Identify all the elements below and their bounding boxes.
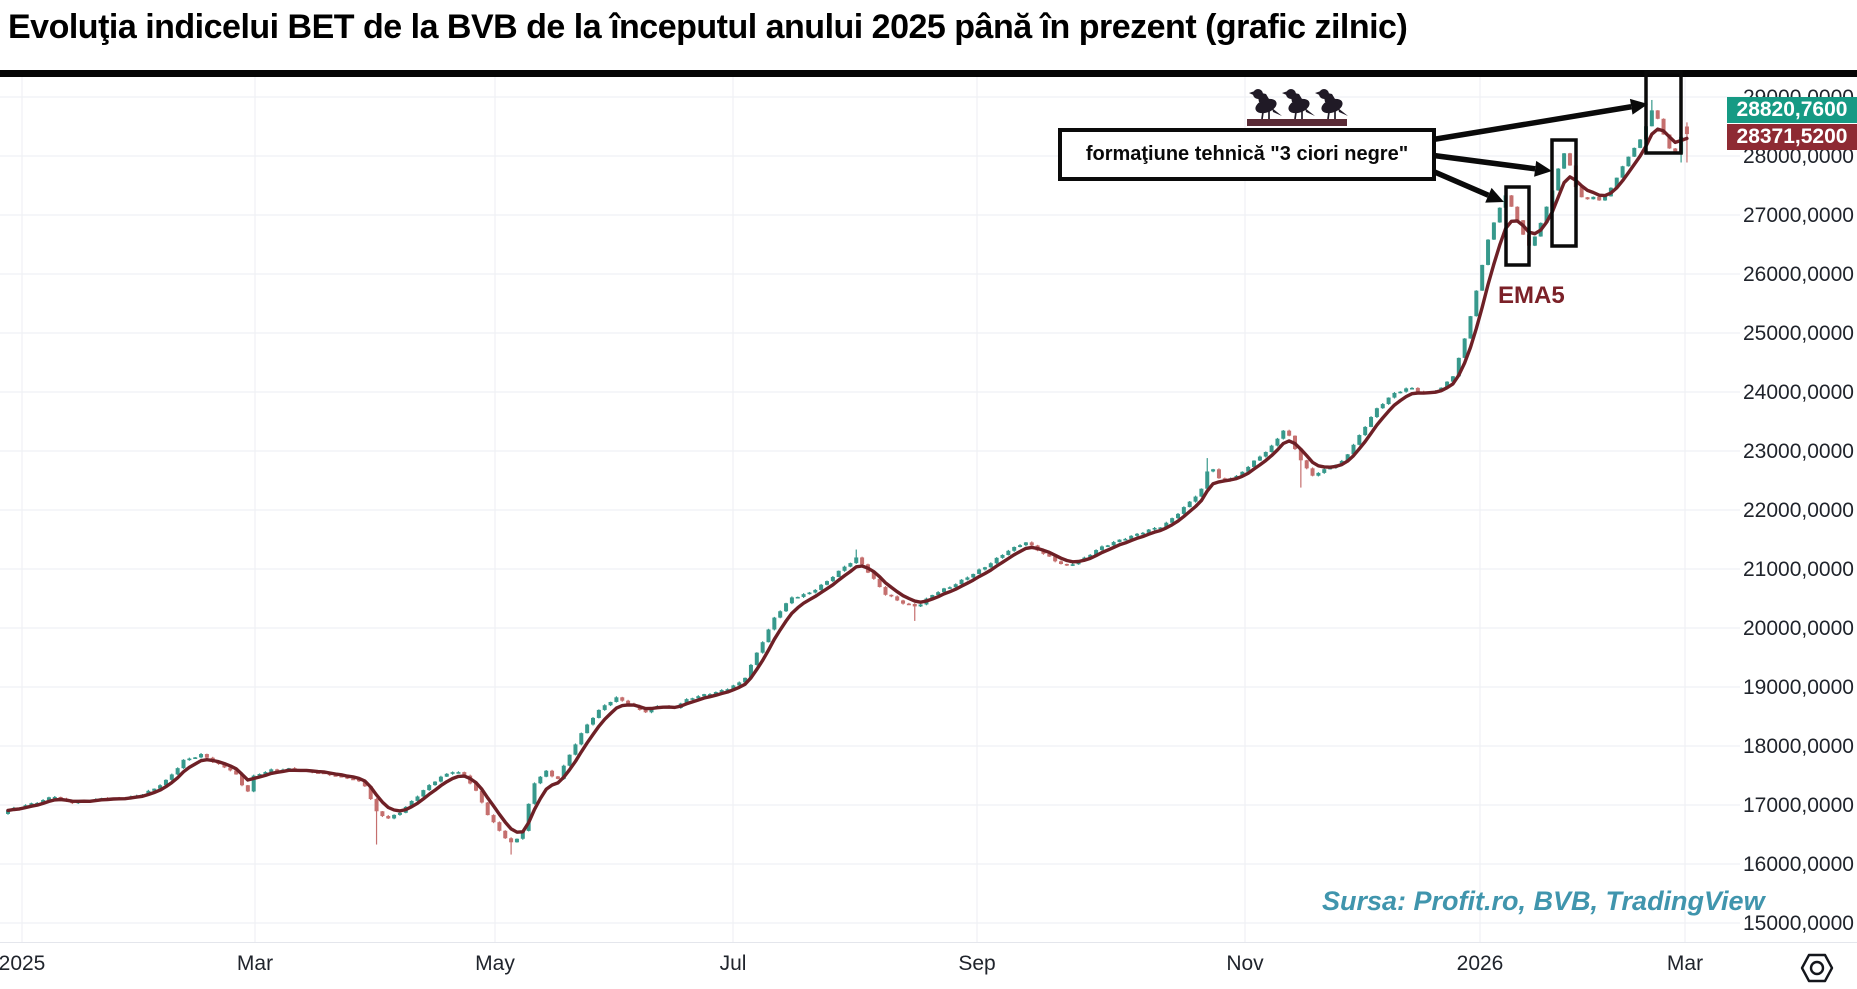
price-axis-label: 26000,0000 <box>1743 263 1854 286</box>
time-axis-label: Mar <box>1666 952 1704 975</box>
three-black-crows-annotation: formaţiune tehnică "3 ciori negre" <box>1058 128 1436 181</box>
price-axis-label: 15000,0000 <box>1743 912 1854 935</box>
last-value-label-high: 28820,7600 <box>1727 97 1857 123</box>
time-axis-label: Sep <box>958 952 996 975</box>
price-axis-label: 16000,0000 <box>1743 853 1854 876</box>
time-axis-divider <box>0 942 1857 943</box>
price-axis-label: 27000,0000 <box>1743 204 1854 227</box>
price-axis-label: 18000,0000 <box>1743 735 1854 758</box>
annotation-text: formaţiune tehnică "3 ciori negre" <box>1085 143 1409 165</box>
price-axis-label: 20000,0000 <box>1743 617 1854 640</box>
price-axis-label: 17000,0000 <box>1743 794 1854 817</box>
ema5-label: EMA5 <box>1498 282 1565 309</box>
time-axis-label: Jul <box>719 952 747 975</box>
time-axis-label: May <box>475 952 515 975</box>
price-axis-label: 24000,0000 <box>1743 381 1854 404</box>
last-value-label-close: 28371,5200 <box>1727 124 1857 150</box>
price-axis-label: 21000,0000 <box>1743 558 1854 581</box>
price-axis-label: 22000,0000 <box>1743 499 1854 522</box>
price-axis-label: 23000,0000 <box>1743 440 1854 463</box>
title-divider <box>0 70 1857 77</box>
price-axis-label: 19000,0000 <box>1743 676 1854 699</box>
time-axis-label: 2026 <box>1456 952 1504 975</box>
tradingview-eye-icon <box>1800 953 1834 983</box>
price-axis-label: 25000,0000 <box>1743 322 1854 345</box>
source-note: Sursa: Profit.ro, BVB, TradingView <box>1322 886 1765 916</box>
time-axis-label: Mar <box>236 952 274 975</box>
page-title: Evoluţia indicelui BET de la BVB de la î… <box>8 8 1408 46</box>
time-axis-label: 2025 <box>0 952 46 975</box>
time-axis-label: Nov <box>1226 952 1264 975</box>
price-axis-label: 28000,0000 <box>1743 145 1854 168</box>
